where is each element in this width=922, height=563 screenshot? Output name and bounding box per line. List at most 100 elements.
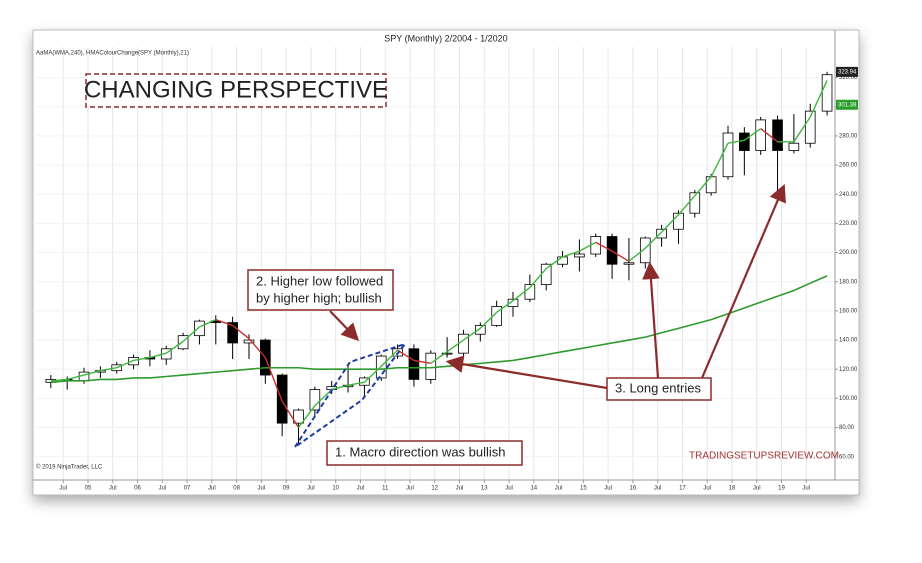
- candle-body: [475, 325, 486, 335]
- hull-moving-average: [67, 374, 85, 381]
- annotation: 2. Higher low followed: [256, 273, 383, 288]
- hull-moving-average: [661, 214, 679, 233]
- price-marker-label: 301.38: [838, 102, 857, 108]
- x-tick-label: Jul: [505, 486, 513, 492]
- x-tick-label: 06: [134, 486, 141, 492]
- candle-body: [739, 132, 750, 151]
- candle-body: [425, 352, 437, 380]
- moving-average: [50, 275, 828, 384]
- hull-moving-average: [545, 256, 563, 270]
- y-tick-label: 60.00: [839, 454, 855, 460]
- y-tick-label: 160.00: [839, 308, 858, 314]
- hull-moving-average: [232, 324, 250, 340]
- hull-moving-average: [100, 367, 117, 372]
- hull-moving-average: [430, 351, 448, 364]
- copyright: © 2019 NinjaTrader, LLC: [36, 464, 103, 471]
- y-tick-label: 140.00: [839, 338, 858, 344]
- annotation: by higher high; bullish: [256, 290, 382, 305]
- candle-body: [194, 320, 205, 337]
- candle-body: [590, 236, 602, 255]
- chart-title: SPY (Monthly) 2/2004 - 1/2020: [384, 33, 507, 43]
- y-tick-label: 280.00: [839, 134, 858, 140]
- plot: [45, 71, 833, 446]
- price-marker-label: 323.94: [838, 69, 857, 75]
- y-tick-label: 260.00: [839, 163, 858, 169]
- y-tick-label: 200.00: [839, 250, 858, 256]
- hull-moving-average: [562, 250, 580, 258]
- annotation: 3. Long entries: [615, 380, 702, 395]
- hull-moving-average: [380, 349, 399, 367]
- y-tick-label: 220.00: [839, 221, 858, 227]
- candle-body: [243, 339, 255, 344]
- x-tick-label: 16: [630, 486, 637, 492]
- x-tick-label: Jul: [258, 486, 266, 492]
- arrow: [642, 261, 660, 379]
- hull-moving-average: [182, 326, 200, 343]
- x-tick-label: 05: [85, 486, 92, 492]
- candle-body: [574, 253, 585, 258]
- hull-moving-average: [644, 231, 663, 249]
- x-tick-label: Jul: [307, 486, 315, 492]
- hull-moving-average: [463, 327, 481, 341]
- hull-moving-average: [809, 80, 828, 118]
- hull-moving-average: [595, 241, 613, 252]
- candle-body: [309, 389, 321, 411]
- indicator-label: AaMA(WMA,240), HMAColourChange(SPY (Mont…: [36, 51, 189, 57]
- hull-moving-average: [677, 195, 696, 216]
- price-marker: [836, 99, 858, 110]
- hull-moving-average: [50, 378, 68, 382]
- hull-moving-average: [760, 128, 778, 143]
- x-tick-label: 12: [431, 486, 438, 492]
- hull-moving-average: [83, 369, 101, 376]
- hull-moving-average: [579, 241, 597, 252]
- candle-body: [705, 176, 717, 194]
- hull-moving-average: [611, 250, 630, 262]
- hull-moving-average: [199, 318, 217, 328]
- x-tick-label: Jul: [158, 486, 166, 492]
- hull-moving-average: [793, 116, 811, 143]
- candle-body: [293, 409, 304, 424]
- hull-moving-average: [397, 349, 415, 362]
- hull-moving-average: [314, 389, 333, 407]
- higher-low-channel: [294, 342, 408, 448]
- candle-body: [507, 298, 519, 307]
- candle-body: [557, 256, 568, 265]
- x-tick-label: Jul: [555, 486, 563, 492]
- x-tick-label: Jul: [802, 486, 810, 492]
- hull-moving-average: [496, 300, 514, 313]
- hull-moving-average: [149, 352, 167, 359]
- y-tick-label: 100.00: [839, 396, 858, 402]
- x-tick-label: Jul: [406, 486, 414, 492]
- x-tick-label: 18: [729, 486, 736, 492]
- hull-moving-average: [331, 384, 349, 391]
- hull-moving-average: [479, 311, 498, 329]
- hull-moving-average: [727, 139, 745, 144]
- x-tick-label: Jul: [703, 486, 711, 492]
- watermark: TRADINGSETUPSREVIEW.COM: [689, 451, 839, 462]
- hull-moving-average: [215, 318, 233, 327]
- candle-body: [656, 228, 667, 239]
- x-tick-label: 09: [283, 486, 290, 492]
- x-tick-label: 19: [778, 486, 785, 492]
- hull-moving-average: [694, 176, 712, 197]
- candle-body: [821, 74, 833, 112]
- y-tick-label: 320.00: [839, 75, 858, 81]
- candle-body: [689, 192, 701, 214]
- annotation-box: [326, 440, 523, 466]
- candle-body: [722, 132, 734, 178]
- candle-body: [276, 374, 288, 424]
- candle-body: [772, 119, 783, 151]
- y-tick-label: 180.00: [839, 279, 858, 285]
- x-tick-label: Jul: [654, 486, 662, 492]
- price-marker: [836, 66, 858, 77]
- x-tick-label: 15: [580, 486, 587, 492]
- hull-moving-average: [133, 356, 151, 362]
- hull-moving-average: [529, 268, 547, 289]
- hull-moving-average: [264, 357, 283, 402]
- hull-moving-average: [165, 340, 184, 354]
- y-tick-label: 120.00: [839, 367, 858, 373]
- candle-body: [788, 142, 800, 151]
- candle-body: [227, 322, 238, 344]
